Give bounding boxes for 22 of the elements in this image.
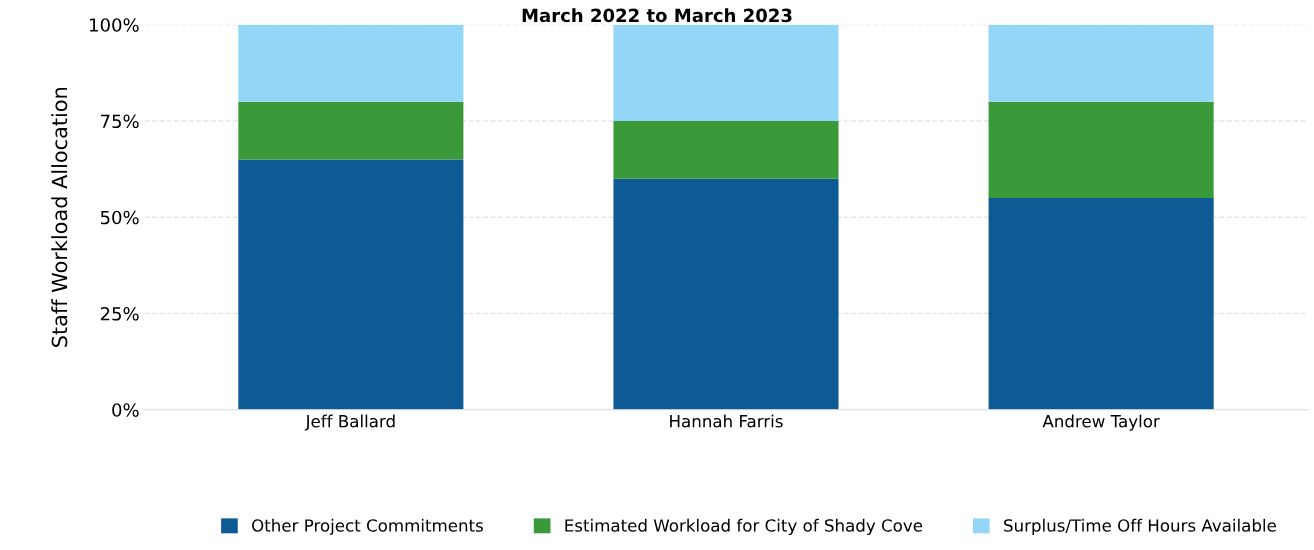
bar	[988, 101, 1214, 198]
x-tick-label: Andrew Taylor	[1042, 414, 1160, 431]
y-tick-label: 0%	[112, 403, 139, 417]
x-tick-label: Hannah Farris	[670, 414, 783, 428]
chart-subtitle: March 2022 to March 2023	[522, 8, 792, 23]
y-tick-label: 50%	[100, 210, 139, 225]
x-tick-label: Jeff Ballard	[304, 414, 395, 431]
bar	[238, 101, 464, 160]
y-tick-label: 25%	[100, 306, 139, 321]
bar	[613, 121, 839, 179]
bar	[613, 178, 839, 410]
bar	[238, 24, 464, 102]
legend-label: Surplus/Time Off Hours Available	[1004, 518, 1276, 535]
y-tick-label: 100%	[90, 18, 139, 32]
bar	[988, 24, 1214, 102]
y-tick-label: 75%	[101, 114, 139, 129]
y-axis-title: Staff Workload Allocation	[51, 87, 68, 347]
bar	[613, 24, 839, 121]
legend-label: Other Project Commitments	[252, 518, 483, 535]
legend-label: Estimated Workload for City of Shady Cove	[565, 518, 923, 535]
bar	[238, 159, 464, 410]
bar	[988, 198, 1214, 410]
